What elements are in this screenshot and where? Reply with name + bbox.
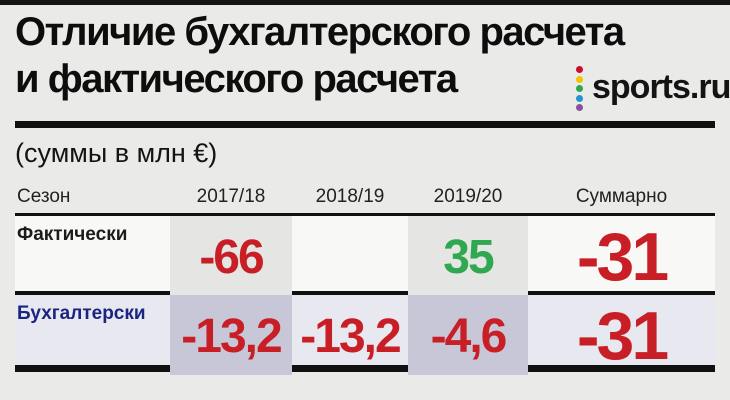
page-title-line1: Отличие бухгалтерского расчета [15,10,625,54]
page-title-line2: и фактического расчета [15,57,458,101]
table-bottom-border [15,365,715,372]
column-header-season: Сезон [17,186,71,207]
header-divider [15,213,715,216]
cell-accounting-2017-18: -13,2 [170,295,292,375]
cell-actual-2019-20: 35 [408,216,528,296]
cell-actual-2018-19 [292,216,408,296]
top-border [0,0,730,5]
cell-accounting-2018-19: -13,2 [300,309,401,363]
data-table: Сезон 2017/18 2018/19 2019/20 Суммарно Ф… [15,183,715,375]
title-divider [15,121,715,128]
logo-text: sports.ru [592,68,730,106]
row-label-accounting: Бухгалтерски [17,303,146,324]
cell-actual-2017-18: -66 [170,216,292,296]
row-label-actual: Фактически [17,224,128,245]
column-header-2019-20: 2019/20 [433,186,503,207]
column-header-2018-19: 2018/19 [315,186,385,207]
column-header-2017-18: 2017/18 [196,186,266,207]
cell-actual-total: -31 [576,219,669,295]
sports-ru-logo: sports.ru [576,64,730,111]
table-header-row: Сезон 2017/18 2018/19 2019/20 Суммарно [15,183,715,211]
table-row-accounting: Бухгалтерски -13,2 -13,2 -4,6 -31 [15,295,715,375]
table-row-actual: Фактически -66 35 -31 [15,216,715,296]
logo-dots-icon [576,64,583,111]
page-title: Отличие бухгалтерского расчета и фактиче… [15,9,625,103]
cell-accounting-2019-20: -4,6 [408,295,528,375]
units-note: (суммы в млн €) [15,138,218,168]
row-divider [15,291,715,295]
column-header-total: Суммарно [575,186,668,207]
cell-accounting-total: -31 [576,298,669,374]
